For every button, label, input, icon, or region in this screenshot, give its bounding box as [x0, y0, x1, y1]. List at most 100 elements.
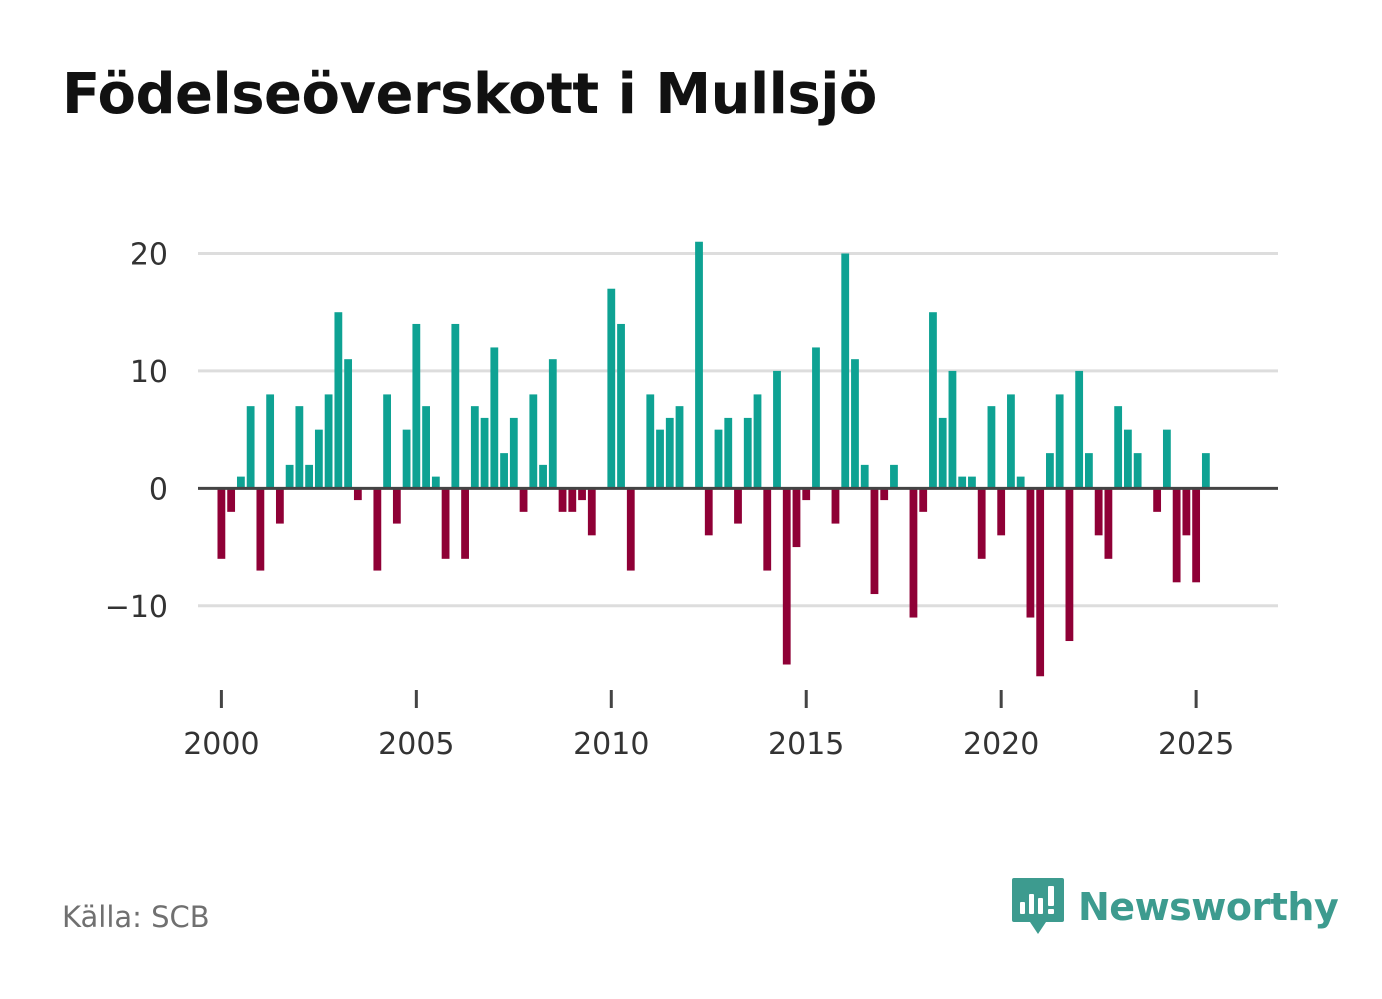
- bar: [743, 417, 752, 489]
- bar: [402, 429, 411, 489]
- y-tick-label: −10: [105, 590, 168, 625]
- bar: [938, 417, 947, 489]
- newsworthy-brand[interactable]: Newsworthy: [1010, 876, 1339, 938]
- bar: [617, 323, 625, 489]
- brand-name: Newsworthy: [1078, 885, 1339, 929]
- bar: [782, 488, 791, 665]
- bar: [860, 464, 869, 489]
- bar: [1055, 394, 1064, 489]
- bar: [909, 488, 918, 618]
- bar: [490, 347, 499, 489]
- bar: [1026, 488, 1035, 618]
- bar: [441, 488, 450, 559]
- y-tick-label: 0: [149, 472, 168, 507]
- bar: [353, 488, 362, 501]
- x-tick-label: 2025: [1158, 727, 1234, 762]
- bar: [987, 406, 996, 489]
- bar: [266, 394, 275, 489]
- bar: [831, 488, 840, 524]
- bar: [1075, 370, 1084, 489]
- bar: [880, 488, 889, 501]
- bar: [295, 406, 304, 489]
- bar: [1133, 453, 1142, 489]
- bar: [734, 488, 742, 524]
- bar: [1114, 406, 1123, 489]
- bar: [812, 347, 820, 489]
- bar: [1162, 429, 1171, 489]
- x-tick-label: 2015: [768, 727, 844, 762]
- bar: [1016, 476, 1025, 489]
- bar: [607, 288, 616, 489]
- bar: [568, 488, 577, 512]
- source-label: Källa: SCB: [62, 900, 210, 934]
- bar: [1182, 488, 1191, 536]
- bar: [626, 488, 635, 571]
- bar: [724, 417, 733, 489]
- bar: [675, 406, 684, 489]
- bar: [344, 359, 353, 489]
- chart-title: Födelseöverskott i Mullsjö: [62, 62, 877, 127]
- bar: [412, 323, 421, 489]
- bar: [539, 464, 547, 489]
- bar: [773, 370, 781, 489]
- x-tick-label: 2020: [963, 727, 1039, 762]
- bar: [656, 429, 664, 489]
- bar: [461, 488, 469, 559]
- bar: [763, 488, 772, 571]
- bar: [929, 312, 937, 489]
- bar: [392, 488, 401, 524]
- bar: [558, 488, 567, 512]
- bar: [227, 488, 236, 512]
- bar-series: [217, 241, 1210, 677]
- y-tick-label: 20: [130, 237, 168, 272]
- bar: [1046, 453, 1054, 489]
- bar: [451, 323, 460, 489]
- bar: [470, 406, 479, 489]
- bar: [256, 488, 265, 571]
- bar: [919, 488, 928, 512]
- bar: [324, 394, 333, 489]
- bar: [305, 464, 314, 489]
- bar: [695, 241, 703, 489]
- bar: [431, 476, 440, 489]
- bar: [1153, 488, 1162, 512]
- bar: [519, 488, 528, 512]
- bar: [334, 312, 343, 489]
- bar: [646, 394, 655, 489]
- y-tick-label: 10: [130, 355, 168, 390]
- bar: [217, 488, 226, 559]
- newsworthy-logo-icon: [1012, 878, 1064, 934]
- bar: [373, 488, 382, 571]
- bar: [851, 359, 859, 489]
- bar: [1094, 488, 1103, 536]
- bar: [1036, 488, 1045, 677]
- grid-lines: [198, 251, 1278, 608]
- bar: [587, 488, 596, 536]
- bar: [714, 429, 723, 489]
- bar: [997, 488, 1006, 536]
- x-tick-label: 2010: [573, 727, 649, 762]
- bar: [285, 464, 294, 489]
- bar: [236, 476, 245, 489]
- bar: [968, 476, 976, 489]
- bar: [1104, 488, 1113, 559]
- bar: [500, 453, 508, 489]
- bar: [578, 488, 586, 501]
- bar: [314, 429, 323, 489]
- bar: [792, 488, 801, 548]
- bar: [1192, 488, 1201, 583]
- bar: [890, 464, 898, 489]
- bar: [802, 488, 811, 501]
- bar: [958, 476, 967, 489]
- bar: [870, 488, 879, 595]
- bar: [665, 417, 674, 489]
- bar: [1172, 488, 1181, 583]
- bar: [480, 417, 489, 489]
- bar: [704, 488, 713, 536]
- bar: [1201, 453, 1210, 489]
- bar: [841, 253, 850, 489]
- bar: [753, 394, 762, 489]
- bar: [275, 488, 284, 524]
